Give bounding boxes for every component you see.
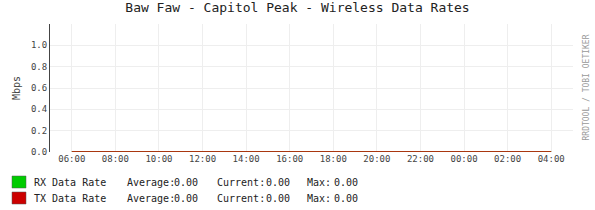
svg-text:18:00: 18:00 bbox=[320, 154, 347, 164]
svg-text:Average:: Average: bbox=[127, 193, 175, 204]
svg-text:0.00: 0.00 bbox=[334, 193, 358, 204]
svg-text:08:00: 08:00 bbox=[102, 154, 129, 164]
svg-text:Current:: Current: bbox=[217, 177, 265, 188]
svg-text:0.00: 0.00 bbox=[174, 177, 198, 188]
svg-text:0.6: 0.6 bbox=[31, 83, 47, 93]
svg-text:Current:: Current: bbox=[217, 193, 265, 204]
svg-text:14:00: 14:00 bbox=[233, 154, 260, 164]
svg-text:0.00: 0.00 bbox=[174, 193, 198, 204]
svg-text:10:00: 10:00 bbox=[145, 154, 172, 164]
svg-text:RX Data Rate: RX Data Rate bbox=[34, 177, 106, 188]
svg-text:TX Data Rate: TX Data Rate bbox=[34, 193, 106, 204]
svg-text:Max:: Max: bbox=[307, 177, 331, 188]
svg-text:06:00: 06:00 bbox=[58, 154, 85, 164]
svg-text:Max:: Max: bbox=[307, 193, 331, 204]
svg-text:0.0: 0.0 bbox=[31, 147, 47, 157]
svg-text:0.00: 0.00 bbox=[266, 177, 290, 188]
svg-text:Average:: Average: bbox=[127, 177, 175, 188]
svg-text:Mbps: Mbps bbox=[11, 76, 22, 100]
svg-text:0.00: 0.00 bbox=[266, 193, 290, 204]
svg-text:04:00: 04:00 bbox=[538, 154, 565, 164]
svg-text:12:00: 12:00 bbox=[189, 154, 216, 164]
svg-text:20:00: 20:00 bbox=[363, 154, 390, 164]
svg-text:16:00: 16:00 bbox=[276, 154, 303, 164]
svg-text:0.2: 0.2 bbox=[31, 126, 47, 136]
svg-text:0.00: 0.00 bbox=[334, 177, 358, 188]
svg-text:RRDTOOL / TOBI OETIKER: RRDTOOL / TOBI OETIKER bbox=[582, 34, 591, 140]
svg-text:0.4: 0.4 bbox=[31, 104, 47, 114]
svg-text:Baw Faw - Capitol Peak - Wirel: Baw Faw - Capitol Peak - Wireless Data R… bbox=[125, 0, 469, 15]
svg-text:02:00: 02:00 bbox=[494, 154, 521, 164]
svg-text:0.8: 0.8 bbox=[31, 62, 47, 72]
svg-text:1.0: 1.0 bbox=[31, 40, 47, 50]
svg-text:00:00: 00:00 bbox=[450, 154, 477, 164]
svg-text:22:00: 22:00 bbox=[407, 154, 434, 164]
